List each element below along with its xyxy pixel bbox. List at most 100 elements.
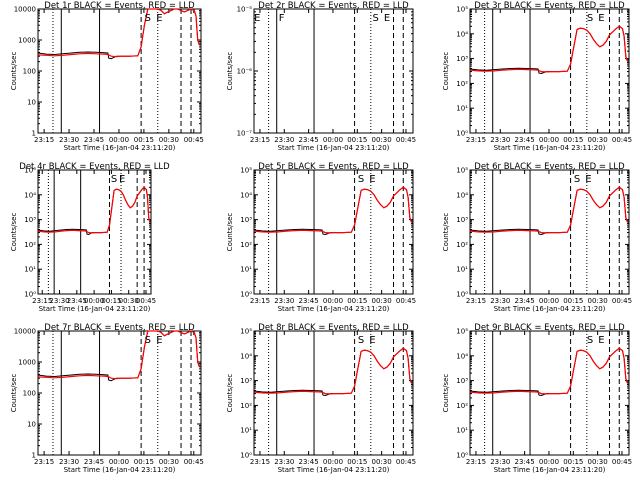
panel-title: Det 6r BLACK = Events, RED = LLD xyxy=(474,162,625,172)
y-axis-label: Counts/sec xyxy=(442,213,450,252)
x-tick-label: 00:15 xyxy=(134,458,154,466)
x-tick-label: 00:15 xyxy=(563,458,583,466)
panel-title: Det 3r BLACK = Events, RED = LLD xyxy=(474,1,625,11)
x-tick-label: 23:45 xyxy=(84,458,104,466)
x-tick-label: 00:30 xyxy=(588,136,608,144)
x-tick-label: 23:15 xyxy=(466,297,486,305)
y-axis-label: Counts/sec xyxy=(226,374,234,413)
panel-title: Det 2r BLACK = Events, RED = LLD xyxy=(258,1,409,11)
panel-title: Det 8r BLACK = Events, RED = LLD xyxy=(258,323,409,333)
x-tick-label: 00:30 xyxy=(372,458,392,466)
series-events xyxy=(253,186,412,236)
series-events xyxy=(469,25,628,75)
x-tick-label: 00:00 xyxy=(539,297,559,305)
y-tick-label: 10000 xyxy=(14,6,36,14)
marker-s: S xyxy=(358,335,364,346)
panel-title: Det 1r BLACK = Events, RED = LLD xyxy=(44,1,195,11)
series-lld xyxy=(469,347,628,395)
x-tick-label: 00:30 xyxy=(372,297,392,305)
series-events xyxy=(37,330,200,382)
panel-title: Det 7r BLACK = Events, RED = LLD xyxy=(44,323,195,333)
series-lld xyxy=(253,347,412,395)
x-tick-label: 00:00 xyxy=(84,297,104,305)
x-tick-label: 00:45 xyxy=(396,136,416,144)
marker-s: S xyxy=(587,335,593,346)
y-axis-label: Counts/sec xyxy=(442,52,450,91)
x-tick-label: 00:15 xyxy=(563,297,583,305)
x-tick-label: 23:15 xyxy=(34,136,54,144)
y-tick-label: 10³ xyxy=(240,377,252,385)
x-tick-label: 23:45 xyxy=(84,136,104,144)
series-events xyxy=(37,186,151,236)
y-axis-label: Counts/sec xyxy=(442,374,450,413)
x-tick-label: 00:15 xyxy=(347,297,367,305)
series-events xyxy=(469,186,628,236)
y-tick-label: 10⁵ xyxy=(456,167,468,175)
y-tick-label: 100 xyxy=(23,68,36,76)
x-tick-label: 23:45 xyxy=(299,297,319,305)
x-tick-label: 00:30 xyxy=(159,136,179,144)
y-tick-label: 10¹ xyxy=(240,427,252,435)
y-tick-label: 10³ xyxy=(456,55,468,63)
x-tick-label: 00:45 xyxy=(612,297,632,305)
x-tick-label: 23:30 xyxy=(59,136,79,144)
x-tick-label: 00:30 xyxy=(588,458,608,466)
x-axis-label: Start Time (16-Jan-04 23:11:20) xyxy=(39,305,151,313)
x-axis-label: Start Time (16-Jan-04 23:11:20) xyxy=(278,144,390,152)
y-tick-label: 10¹ xyxy=(24,266,36,274)
x-tick-label: 00:00 xyxy=(539,458,559,466)
y-tick-label: 10⁰ xyxy=(456,130,468,138)
x-tick-label: 23:15 xyxy=(250,136,270,144)
y-tick-label: 10³ xyxy=(456,216,468,224)
y-tick-label: 10⁵ xyxy=(456,328,468,336)
x-tick-label: 00:00 xyxy=(323,136,343,144)
x-tick-label: 23:45 xyxy=(67,297,87,305)
panel-title: Det 9r BLACK = Events, RED = LLD xyxy=(474,323,625,333)
x-tick-label: 00:00 xyxy=(109,136,129,144)
x-tick-label: 00:30 xyxy=(372,136,392,144)
panel-9: Det 9r BLACK = Events, RED = LLD 10⁰ 10¹ 10… xyxy=(442,323,632,474)
y-tick-label: 10⁴ xyxy=(456,191,468,199)
y-axis-label: Counts/sec xyxy=(226,213,234,252)
y-tick-label: 10⁻⁷ xyxy=(237,130,253,138)
x-tick-label: 00:30 xyxy=(119,297,139,305)
x-tick-label: 23:30 xyxy=(49,297,69,305)
x-tick-label: 23:30 xyxy=(274,458,294,466)
y-tick-label: 10⁵ xyxy=(240,167,252,175)
x-tick-label: 23:30 xyxy=(490,297,510,305)
y-tick-label: 10⁴ xyxy=(240,191,252,199)
plot-frame xyxy=(469,8,630,134)
x-tick-label: 00:15 xyxy=(134,136,154,144)
x-tick-label: 00:45 xyxy=(136,297,156,305)
y-tick-label: 10⁴ xyxy=(456,30,468,38)
x-tick-label: 23:15 xyxy=(466,458,486,466)
y-tick-label: 10⁴ xyxy=(456,352,468,360)
marker-e: E xyxy=(156,335,162,346)
marker-f: F xyxy=(279,13,285,24)
marker-e: E xyxy=(598,335,604,346)
panel-title: Det 5r BLACK = Events, RED = LLD xyxy=(258,162,409,172)
y-tick-label: 100 xyxy=(23,390,36,398)
y-tick-label: 10 xyxy=(27,99,36,107)
y-axis-label: Counts/sec xyxy=(10,213,18,252)
x-tick-label: 00:45 xyxy=(612,458,632,466)
x-tick-label: 00:45 xyxy=(612,136,632,144)
x-tick-label: 00:15 xyxy=(347,458,367,466)
panel-7: Det 7r BLACK = Events, RED = LLD 1 10 100 10… xyxy=(10,323,204,474)
x-tick-label: 23:45 xyxy=(515,458,535,466)
marker-e: E xyxy=(598,13,604,24)
marker-e: E xyxy=(585,174,591,185)
panel-title: Det 4r BLACK = Events, RED = LLD xyxy=(19,162,170,172)
y-tick-label: 10⁻⁶ xyxy=(237,68,253,76)
y-tick-label: 10² xyxy=(24,241,36,249)
x-axis-label: Start Time (16-Jan-04 23:11:20) xyxy=(64,466,176,474)
y-tick-label: 10⁴ xyxy=(24,191,36,199)
y-tick-label: 1 xyxy=(32,452,36,460)
y-tick-label: 10⁵ xyxy=(240,328,252,336)
y-tick-label: 10² xyxy=(456,402,468,410)
marker-s: S xyxy=(145,13,151,24)
plot-frame xyxy=(253,8,414,134)
panel-5: Det 5r BLACK = Events, RED = LLD 10⁰ 10¹ 10… xyxy=(226,162,416,313)
y-tick-label: 10⁰ xyxy=(24,291,36,299)
